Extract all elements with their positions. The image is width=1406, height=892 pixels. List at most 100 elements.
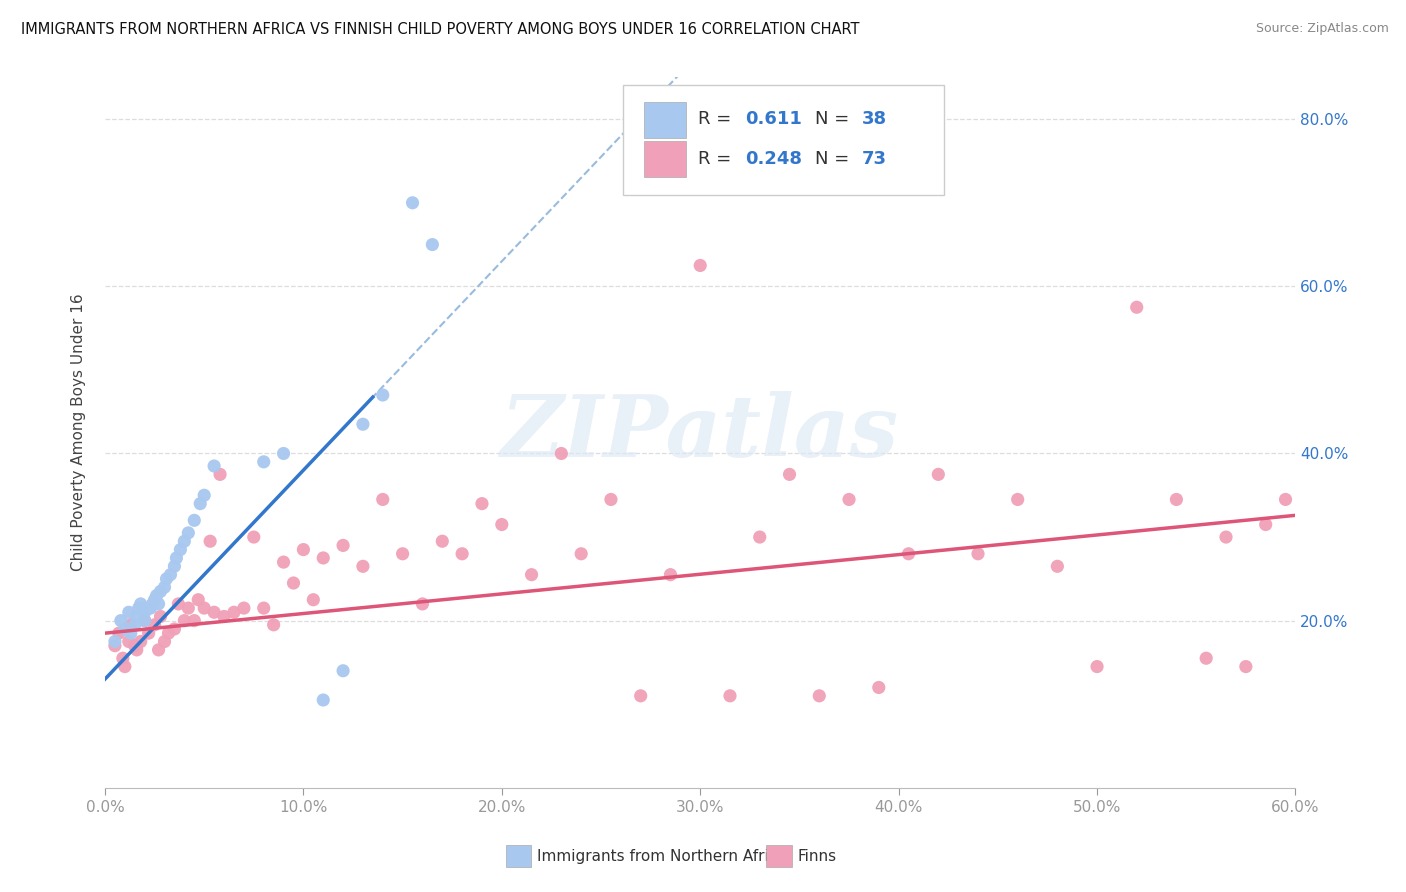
Point	[401, 195, 423, 210]
Point	[600, 492, 623, 507]
Point	[273, 555, 295, 569]
Text: 0.611: 0.611	[745, 111, 803, 128]
Point	[451, 547, 474, 561]
Point	[183, 614, 205, 628]
Point	[689, 259, 711, 273]
Point	[148, 597, 170, 611]
Point	[779, 467, 801, 482]
Point	[167, 597, 190, 611]
Point	[808, 689, 831, 703]
Point	[868, 681, 890, 695]
Point	[1166, 492, 1188, 507]
Point	[352, 559, 374, 574]
Point	[110, 614, 132, 628]
Point	[838, 492, 860, 507]
Point	[153, 580, 176, 594]
Point	[153, 634, 176, 648]
Point	[108, 626, 131, 640]
Point	[332, 664, 354, 678]
Point	[114, 622, 136, 636]
Point	[134, 605, 156, 619]
Point	[718, 689, 741, 703]
Point	[1085, 659, 1108, 673]
Point	[897, 547, 920, 561]
Point	[129, 634, 152, 648]
Point	[302, 592, 325, 607]
Point	[125, 643, 148, 657]
Point	[371, 388, 394, 402]
Point	[630, 689, 652, 703]
Point	[125, 609, 148, 624]
Point	[202, 605, 225, 619]
Point	[118, 605, 141, 619]
Point	[1125, 300, 1147, 314]
Text: Immigrants from Northern Africa: Immigrants from Northern Africa	[537, 849, 787, 863]
Point	[222, 605, 245, 619]
Point	[142, 597, 165, 611]
Point	[253, 455, 276, 469]
Text: ZIPatlas: ZIPatlas	[501, 391, 900, 475]
Point	[149, 609, 172, 624]
Point	[134, 614, 156, 628]
Point	[165, 551, 187, 566]
Point	[312, 693, 335, 707]
Text: R =: R =	[697, 111, 737, 128]
Point	[124, 617, 146, 632]
Text: N =: N =	[814, 150, 855, 168]
Point	[520, 567, 543, 582]
Point	[422, 237, 444, 252]
Point	[118, 634, 141, 648]
Point	[243, 530, 266, 544]
Point	[1007, 492, 1029, 507]
Point	[138, 626, 160, 640]
Point	[163, 622, 186, 636]
Point	[659, 567, 682, 582]
Point	[128, 601, 150, 615]
Point	[149, 584, 172, 599]
Point	[212, 609, 235, 624]
Point	[148, 643, 170, 657]
Point	[1274, 492, 1296, 507]
Point	[1046, 559, 1069, 574]
Point	[145, 589, 167, 603]
Point	[232, 601, 254, 615]
Point	[1294, 467, 1316, 482]
Point	[143, 617, 166, 632]
Point	[193, 488, 215, 502]
Point	[1195, 651, 1218, 665]
Text: Source: ZipAtlas.com: Source: ZipAtlas.com	[1256, 22, 1389, 36]
Bar	[644, 103, 686, 138]
Point	[352, 417, 374, 432]
Point	[1215, 530, 1237, 544]
Point	[471, 497, 494, 511]
Point	[114, 659, 136, 673]
Bar	[644, 141, 686, 177]
Point	[748, 530, 770, 544]
Point	[391, 547, 413, 561]
Point	[193, 601, 215, 615]
Point	[209, 467, 232, 482]
Text: R =: R =	[697, 150, 737, 168]
Point	[187, 592, 209, 607]
Point	[967, 547, 990, 561]
Point	[177, 525, 200, 540]
Text: Finns: Finns	[797, 849, 837, 863]
Point	[273, 446, 295, 460]
Point	[188, 497, 211, 511]
Y-axis label: Child Poverty Among Boys Under 16: Child Poverty Among Boys Under 16	[72, 293, 86, 572]
Point	[169, 542, 191, 557]
Point	[159, 567, 181, 582]
Point	[1254, 517, 1277, 532]
Point	[129, 597, 152, 611]
Point	[143, 592, 166, 607]
Text: IMMIGRANTS FROM NORTHERN AFRICA VS FINNISH CHILD POVERTY AMONG BOYS UNDER 16 COR: IMMIGRANTS FROM NORTHERN AFRICA VS FINNI…	[21, 22, 859, 37]
Point	[371, 492, 394, 507]
Point	[198, 534, 221, 549]
Point	[173, 614, 195, 628]
Point	[173, 534, 195, 549]
Point	[111, 651, 134, 665]
Point	[104, 634, 127, 648]
Point	[283, 576, 305, 591]
Point	[411, 597, 433, 611]
Point	[432, 534, 454, 549]
